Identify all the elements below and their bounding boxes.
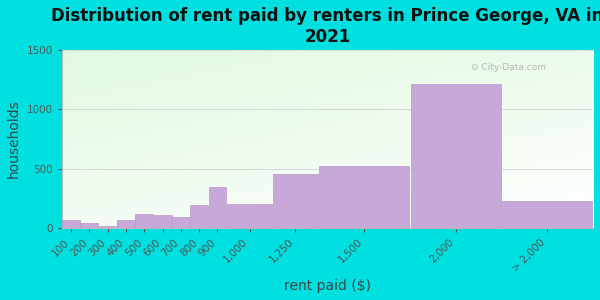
Bar xyxy=(502,201,592,228)
Bar xyxy=(273,174,318,228)
Bar xyxy=(319,167,409,228)
Bar xyxy=(80,223,98,228)
Text: ⊙ City-Data.com: ⊙ City-Data.com xyxy=(471,62,546,71)
Bar xyxy=(411,85,500,228)
Bar xyxy=(117,220,135,228)
X-axis label: rent paid ($): rent paid ($) xyxy=(284,279,371,293)
Title: Distribution of rent paid by renters in Prince George, VA in
2021: Distribution of rent paid by renters in … xyxy=(51,7,600,46)
Bar xyxy=(154,215,172,228)
Bar xyxy=(209,187,226,228)
Y-axis label: households: households xyxy=(7,100,21,178)
Bar xyxy=(135,214,153,228)
Bar xyxy=(190,205,208,228)
Bar xyxy=(227,204,272,228)
Bar xyxy=(62,220,80,228)
Bar xyxy=(172,218,190,228)
Bar xyxy=(98,226,116,228)
